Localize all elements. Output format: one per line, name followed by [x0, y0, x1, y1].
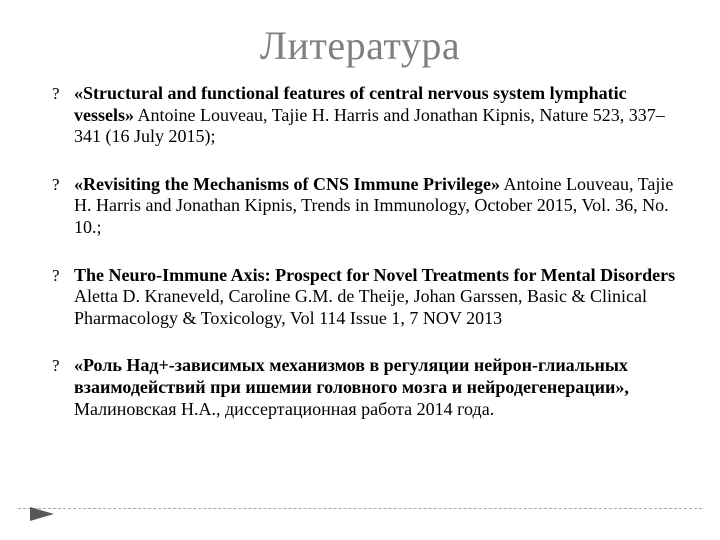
ref-rest: Antoine Louveau, Tajie H. Harris and Jon…	[74, 105, 665, 147]
ref-title: «Роль Над+-зависимых механизмов в регуля…	[74, 355, 629, 397]
ref-rest: Aletta D. Kraneveld, Caroline G.M. de Th…	[74, 286, 647, 328]
list-item: «Structural and functional features of c…	[52, 83, 682, 148]
footer-arrow-icon	[30, 507, 54, 526]
list-item: The Neuro-Immune Axis: Prospect for Nove…	[52, 265, 682, 330]
ref-title: «Revisiting the Mechanisms of CNS Immune…	[74, 174, 500, 194]
list-item: «Revisiting the Mechanisms of CNS Immune…	[52, 174, 682, 239]
slide-title: Литература	[38, 22, 682, 69]
reference-list: «Structural and functional features of c…	[38, 83, 682, 420]
list-item: «Роль Над+-зависимых механизмов в регуля…	[52, 355, 682, 420]
ref-rest: Малиновская Н.А., диссертационная работа…	[74, 399, 494, 419]
slide: Литература «Structural and functional fe…	[0, 0, 720, 540]
ref-title: The Neuro-Immune Axis: Prospect for Nove…	[74, 265, 675, 285]
footer-divider	[18, 508, 702, 509]
